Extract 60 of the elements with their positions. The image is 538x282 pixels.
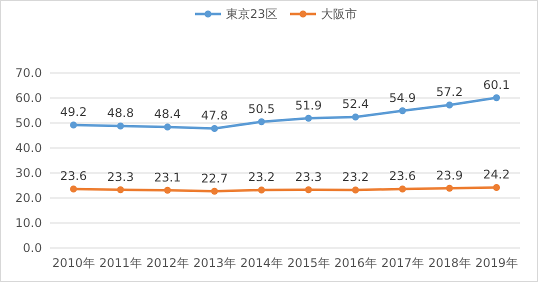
- x-tick-label: 2016年: [334, 256, 377, 270]
- x-tick-label: 2010年: [52, 256, 95, 270]
- data-label: 47.8: [201, 108, 228, 122]
- x-tick-label: 2013年: [193, 256, 236, 270]
- point: [493, 184, 500, 191]
- y-tick-label: 20.0: [15, 191, 42, 205]
- data-label: 23.6: [389, 169, 416, 183]
- point: [258, 118, 265, 126]
- x-tick-label: 2019年: [475, 256, 518, 270]
- x-tick-label: 2017年: [381, 256, 424, 270]
- y-tick-label: 30.0: [15, 166, 42, 180]
- point: [164, 186, 171, 194]
- data-label: 23.3: [107, 170, 134, 184]
- data-label: 57.2: [436, 85, 463, 99]
- point: [117, 122, 124, 130]
- point: [258, 186, 265, 194]
- data-label: 50.5: [248, 102, 275, 116]
- point: [211, 188, 218, 195]
- data-label: 23.2: [342, 170, 369, 184]
- y-tick-label: 40.0: [15, 141, 42, 155]
- data-label: 22.7: [201, 171, 228, 186]
- point: [493, 94, 500, 102]
- data-label: 23.9: [436, 168, 463, 182]
- x-tick-label: 2011年: [99, 256, 142, 270]
- data-label: 23.1: [154, 170, 181, 184]
- x-tick-label: 2015年: [287, 256, 330, 270]
- point: [399, 186, 406, 192]
- data-label: 23.3: [295, 170, 322, 184]
- point: [117, 186, 124, 194]
- data-label: 49.2: [60, 105, 87, 119]
- point: [352, 114, 359, 120]
- data-label: 23.2: [248, 170, 275, 184]
- data-label: 52.4: [342, 97, 369, 111]
- point: [305, 186, 312, 194]
- legend-label: 東京23区: [226, 7, 278, 21]
- data-label: 24.2: [483, 168, 510, 182]
- data-label: 48.8: [107, 106, 134, 120]
- x-tick-label: 2018年: [428, 256, 471, 270]
- point: [211, 125, 218, 132]
- x-tick-label: 2012年: [146, 256, 189, 270]
- legend-label: 大阪市: [321, 7, 357, 21]
- point: [70, 122, 77, 128]
- x-tick-label: 2014年: [240, 256, 283, 270]
- y-tick-label: 0.0: [22, 241, 42, 255]
- data-label: 51.9: [295, 98, 322, 112]
- y-tick-label: 70.0: [15, 66, 42, 80]
- point: [446, 102, 453, 108]
- data-label: 48.4: [154, 107, 181, 121]
- y-tick-label: 50.0: [15, 116, 42, 130]
- point: [399, 107, 406, 114]
- data-label: 60.1: [483, 78, 510, 92]
- point: [446, 184, 453, 192]
- point: [352, 186, 359, 194]
- point: [305, 114, 312, 122]
- point: [164, 124, 171, 130]
- y-tick-label: 10.0: [15, 216, 42, 230]
- point: [70, 186, 77, 192]
- data-label: 23.6: [60, 169, 87, 183]
- data-label: 54.9: [389, 90, 416, 105]
- y-tick-label: 60.0: [15, 91, 42, 105]
